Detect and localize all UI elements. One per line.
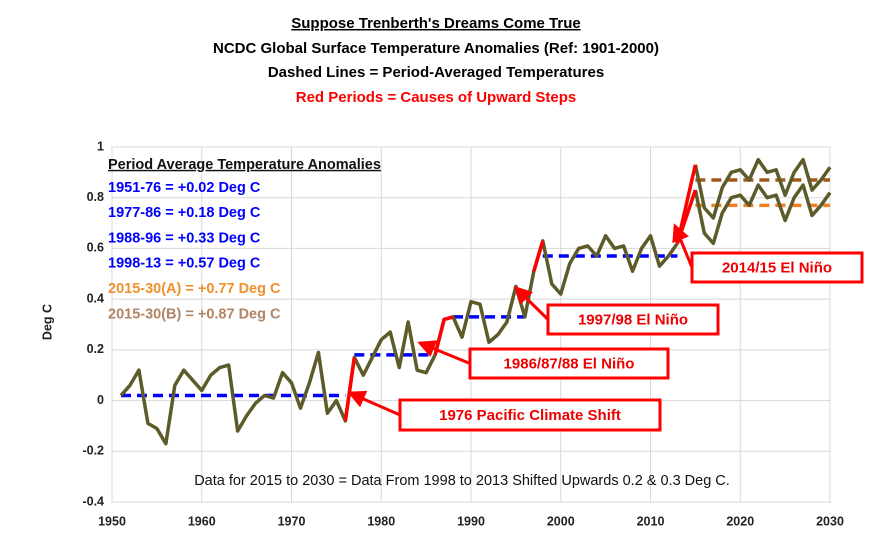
annotation-box <box>398 398 662 432</box>
data-line <box>693 183 832 246</box>
annotation-text: 1997/98 El Niño <box>578 311 688 328</box>
subtitle: NCDC Global Surface Temperature Anomalie… <box>213 40 659 57</box>
y-axis-label: Deg C <box>40 304 54 340</box>
annotation-text: 1986/87/88 El Niño <box>504 355 635 372</box>
legend-entry: 1977-86 = +0.18 Deg C <box>108 205 261 221</box>
y-tick-label: 0.2 <box>87 342 104 356</box>
y-tick-label: 0.4 <box>87 291 104 305</box>
x-tick-label: 1950 <box>98 514 126 528</box>
y-tick-label: 0.6 <box>87 241 104 255</box>
annotation-box <box>546 303 720 336</box>
x-tick-label: 2020 <box>726 514 754 528</box>
y-tick-label: 1 <box>97 139 104 153</box>
legend-title: Period Average Temperature Anomalies <box>108 157 381 173</box>
legend-entry: 1998-13 = +0.57 Deg C <box>108 256 261 272</box>
annotation-arrow <box>347 390 401 417</box>
annotation-arrow <box>672 223 694 269</box>
red-step <box>433 315 454 356</box>
subtitle: Red Periods = Causes of Upward Steps <box>296 89 577 106</box>
x-tick-label: 2000 <box>547 514 575 528</box>
x-tick-label: 1980 <box>367 514 395 528</box>
x-tick-label: 1990 <box>457 514 485 528</box>
data-line <box>693 157 832 220</box>
legend-entry: 1951-76 = +0.02 Deg C <box>108 180 261 196</box>
subtitle: Dashed Lines = Period-Averaged Temperatu… <box>268 64 604 81</box>
annotation-text: 2014/15 El Niño <box>722 259 832 276</box>
legend-entry: 1988-96 = +0.33 Deg C <box>108 230 261 246</box>
chart-title: Suppose Trenberth's Dreams Come True <box>291 15 580 32</box>
annotation-arrow <box>417 340 471 365</box>
x-tick-label: 1960 <box>188 514 216 528</box>
annotation-box <box>468 347 670 380</box>
y-tick-label: 0 <box>97 393 104 407</box>
data-line <box>119 234 679 446</box>
x-tick-label: 2010 <box>637 514 665 528</box>
annotation-text: 1976 Pacific Climate Shift <box>439 407 621 424</box>
annotation-box <box>690 251 864 284</box>
red-step <box>343 357 357 422</box>
y-tick-label: -0.2 <box>82 444 104 458</box>
y-tick-label: -0.4 <box>82 494 104 508</box>
red-step <box>532 240 545 272</box>
footnote: Data for 2015 to 2030 = Data From 1998 t… <box>194 473 730 489</box>
x-tick-label: 2030 <box>816 514 844 528</box>
annotation-arrow <box>513 285 550 321</box>
y-tick-label: 0.8 <box>87 190 104 204</box>
x-tick-label: 1970 <box>278 514 306 528</box>
legend-entry: 2015-30(A) = +0.77 Deg C <box>108 281 281 297</box>
legend-entry: 2015-30(B) = +0.87 Deg C <box>108 306 281 322</box>
